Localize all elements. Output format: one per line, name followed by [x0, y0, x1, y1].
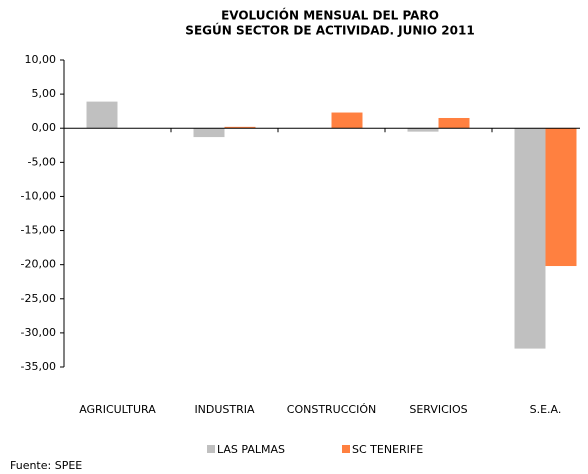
bar	[331, 112, 363, 129]
y-tick-label: 0,00	[32, 121, 57, 134]
source: Fuente: SPEE	[10, 459, 82, 472]
chart-title: SEGÚN SECTOR DE ACTIVIDAD. JUNIO 2011	[185, 23, 474, 38]
y-tick-label: 5,00	[32, 87, 57, 100]
x-tick-label: INDUSTRIA	[194, 403, 255, 416]
bar	[514, 128, 546, 349]
bar	[438, 117, 470, 129]
y-tick-label: -15,00	[21, 224, 56, 237]
legend-swatch	[207, 445, 215, 453]
y-tick-label: -5,00	[28, 155, 56, 168]
y-tick-label: -20,00	[21, 258, 56, 271]
bar	[193, 128, 225, 138]
x-tick-label: CONSTRUCCIÓN	[287, 403, 376, 416]
legend-label: SC TENERIFE	[352, 443, 423, 456]
y-tick-label: 10,00	[25, 53, 57, 66]
x-tick-label: AGRICULTURA	[79, 403, 156, 416]
y-tick-label: -30,00	[21, 326, 56, 339]
y-tick-label: -10,00	[21, 189, 56, 202]
bar	[224, 126, 256, 129]
x-tick-label: S.E.A.	[530, 403, 562, 416]
chart-title: EVOLUCIÓN MENSUAL DEL PARO	[221, 8, 439, 23]
y-tick-label: -25,00	[21, 292, 56, 305]
bar	[407, 128, 439, 132]
y-tick-label: -35,00	[21, 360, 56, 373]
legend-label: LAS PALMAS	[217, 443, 285, 456]
bar	[86, 101, 118, 129]
x-tick-label: SERVICIOS	[409, 403, 467, 416]
bar	[545, 128, 577, 267]
legend-swatch	[342, 445, 350, 453]
